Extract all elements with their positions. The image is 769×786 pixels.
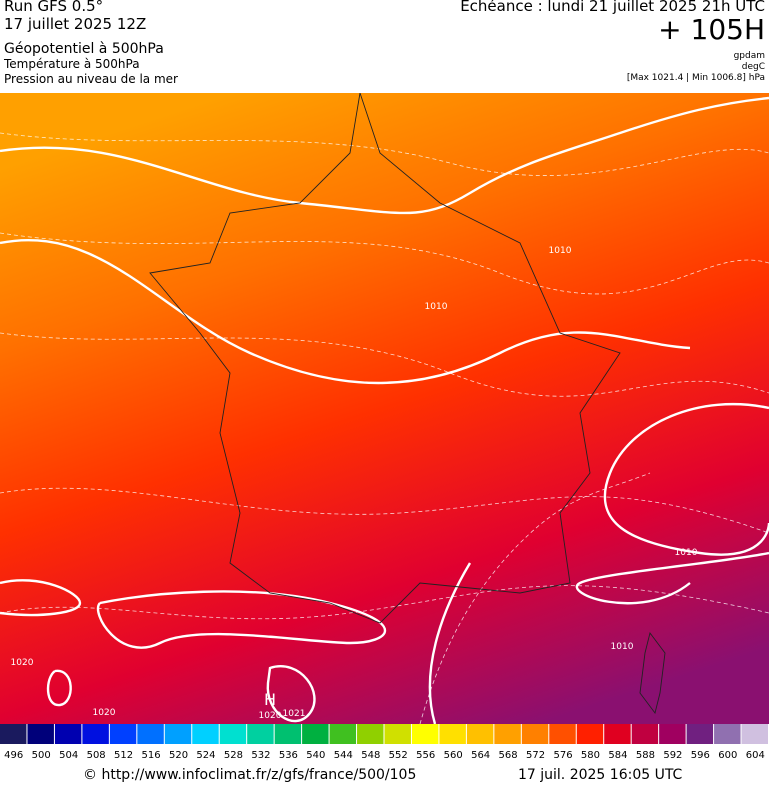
contour-label: 1020 xyxy=(93,708,116,718)
color-swatch xyxy=(357,724,384,744)
color-swatch xyxy=(659,724,686,744)
unit: gpdam xyxy=(733,51,765,61)
contour-label: 1010 xyxy=(675,548,698,558)
scale-label: 548 xyxy=(361,750,380,761)
color-swatch xyxy=(302,724,329,744)
color-swatch xyxy=(27,724,54,744)
contour-label: H xyxy=(264,690,276,709)
color-swatch xyxy=(192,724,219,744)
timestamp: 17 juil. 2025 16:05 UTC xyxy=(518,767,683,783)
field: Géopotentiel à 500hPa xyxy=(4,41,164,57)
color-swatch xyxy=(631,724,659,744)
color-swatch xyxy=(439,724,466,744)
color-swatch xyxy=(219,724,247,744)
color-swatch xyxy=(466,724,494,744)
scale-label: 560 xyxy=(444,750,463,761)
color-swatch xyxy=(329,724,357,744)
scale-label: 604 xyxy=(746,750,765,761)
color-swatch xyxy=(411,724,439,744)
scale-label: 596 xyxy=(691,750,710,761)
color-swatch xyxy=(137,724,164,744)
scale-label: 572 xyxy=(526,750,545,761)
scale-label: 592 xyxy=(663,750,682,761)
color-swatch xyxy=(549,724,576,744)
scale-label: 588 xyxy=(636,750,655,761)
scale-label: 556 xyxy=(416,750,435,761)
scale-label: 564 xyxy=(471,750,490,761)
color-swatch xyxy=(247,724,274,744)
run: Run GFS 0.5° xyxy=(4,0,104,15)
contour-label: 1020 xyxy=(11,658,34,668)
scale-label: 516 xyxy=(142,750,161,761)
colorbar: 496 500 504 508 512 516 520 524 528 532 536 540 544 5… xyxy=(0,724,768,761)
scale-label: 496 xyxy=(4,750,23,761)
scale-label: 532 xyxy=(251,750,270,761)
echeance: Echéance : lundi 21 juillet 2025 21h UTC xyxy=(460,0,765,15)
scale-label: 500 xyxy=(32,750,51,761)
contour-label: 1021 xyxy=(283,709,306,719)
color-swatch xyxy=(714,724,741,744)
scale-label: 512 xyxy=(114,750,133,761)
scale-label: 528 xyxy=(224,750,243,761)
source-url: © http://www.infoclimat.fr/z/gfs/france/… xyxy=(83,767,417,783)
color-swatch xyxy=(521,724,549,744)
color-swatch xyxy=(686,724,714,744)
scale-label: 524 xyxy=(196,750,215,761)
color-swatch xyxy=(741,724,768,744)
color-swatch xyxy=(494,724,521,744)
scale-label: 508 xyxy=(87,750,106,761)
scale-label: 540 xyxy=(306,750,325,761)
color-swatch xyxy=(164,724,192,744)
color-swatch xyxy=(384,724,411,744)
lead: + 105H xyxy=(658,13,765,46)
pressure-contours xyxy=(0,96,769,724)
scale-label: 544 xyxy=(334,750,353,761)
color-swatch xyxy=(109,724,137,744)
scale-label: 568 xyxy=(499,750,518,761)
contour-label: 1010 xyxy=(425,302,448,312)
scale-label: 580 xyxy=(581,750,600,761)
field: Température à 500hPa xyxy=(4,57,140,71)
color-swatch xyxy=(274,724,302,744)
color-swatch xyxy=(576,724,604,744)
contour-label: 1010 xyxy=(549,246,572,256)
scale-label: 576 xyxy=(553,750,572,761)
color-swatch xyxy=(54,724,82,744)
run-date: 17 juillet 2025 12Z xyxy=(4,15,147,33)
scale-label: 552 xyxy=(389,750,408,761)
scale-label: 584 xyxy=(608,750,627,761)
coastlines xyxy=(149,93,666,715)
range: [Max 1021.4 | Min 1006.8] hPa xyxy=(626,73,765,83)
color-swatch xyxy=(604,724,631,744)
contour-label: 1010 xyxy=(611,642,634,652)
scale-label: 504 xyxy=(59,750,78,761)
color-swatch xyxy=(82,724,109,744)
field: Pression au niveau de la mer xyxy=(4,72,178,86)
scale-label: 520 xyxy=(169,750,188,761)
color-swatch xyxy=(0,724,27,744)
scale-label: 536 xyxy=(279,750,298,761)
contour-label: 1020 xyxy=(259,711,282,721)
scale-label: 600 xyxy=(718,750,737,761)
unit: degC xyxy=(741,62,765,72)
